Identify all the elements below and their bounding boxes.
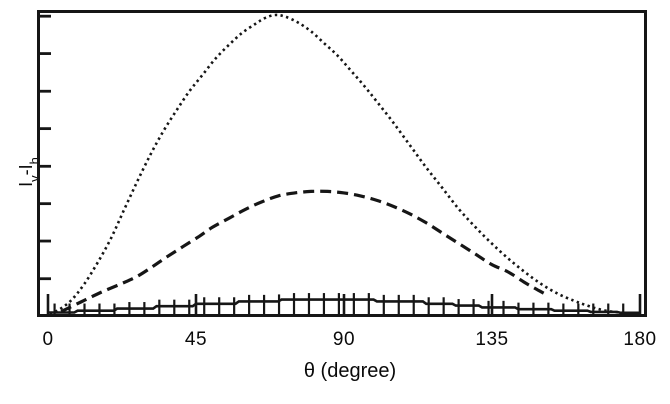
dashed-curve [60,189,549,314]
y-label-part: -I [16,164,36,176]
x-tick-label: 90 [332,329,356,350]
y-label-part: I [16,181,36,187]
solid-curve [48,298,640,314]
plot-area [37,10,647,317]
x-axis-label: θ (degree) [303,360,397,382]
x-tick-label: 180 [623,329,657,350]
dotted-curve [49,13,627,314]
chart-canvas [40,13,642,314]
x-tick-label: 45 [184,329,208,350]
y-axis-label: Iv-Ih [16,132,42,212]
x-tick-label: 135 [475,329,509,350]
x-tick-label: 0 [42,329,54,350]
